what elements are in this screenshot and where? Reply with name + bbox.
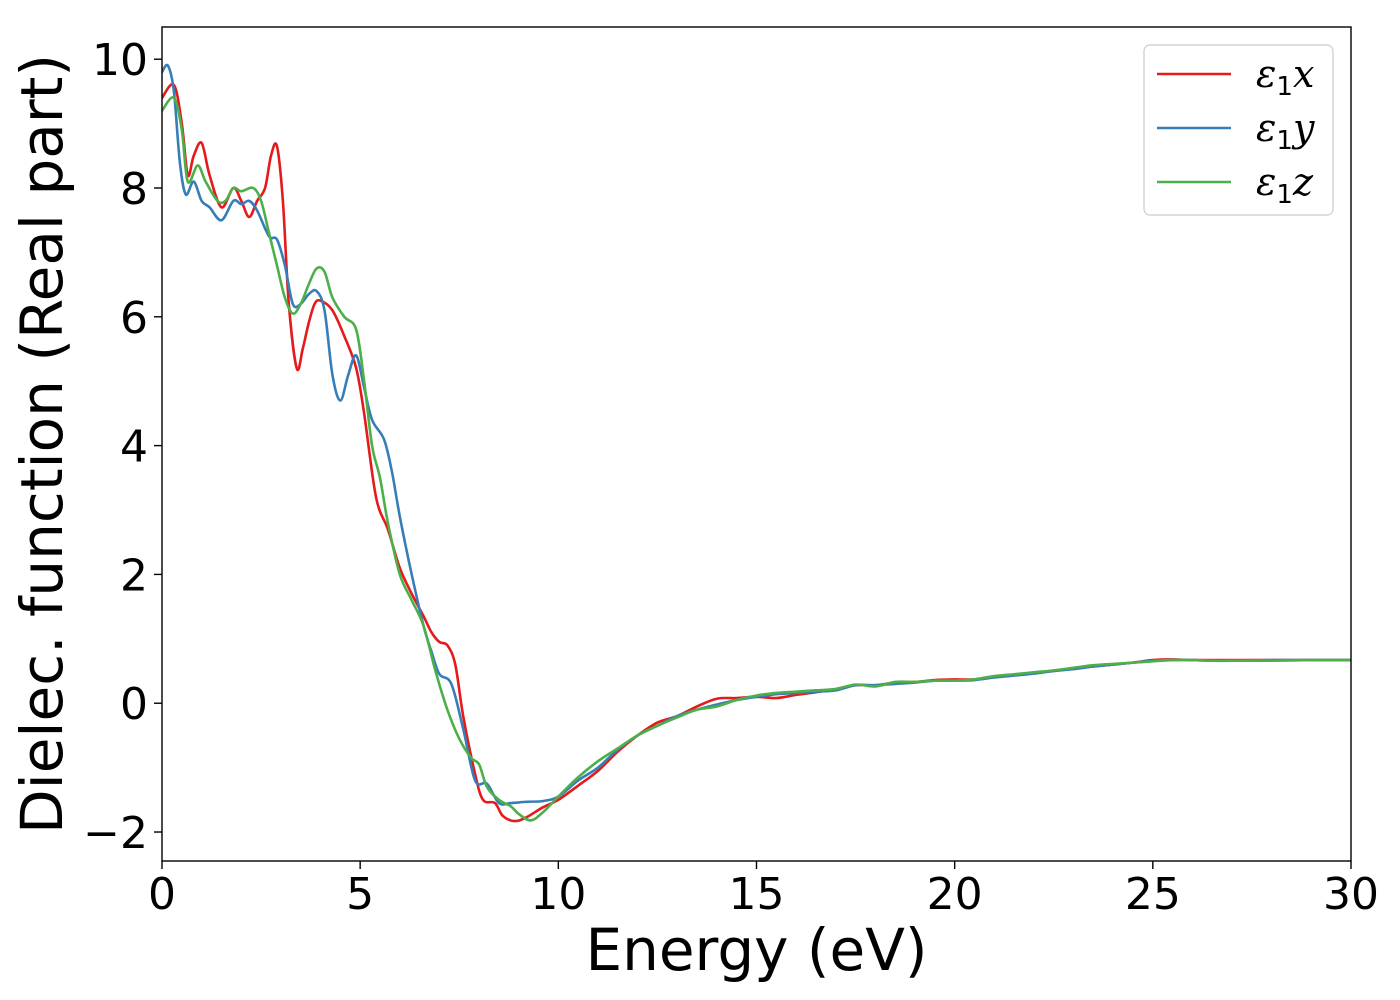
y-tick-label: 8 <box>120 164 148 215</box>
x-tick-label: 0 <box>148 869 176 920</box>
y-axis-ticks: −2 0 2 4 6 8 10 <box>83 35 162 859</box>
legend-label-x: ε1x <box>1256 52 1314 102</box>
x-tick-label: 25 <box>1125 869 1181 920</box>
y-tick-label: 2 <box>120 550 148 601</box>
y-tick-label: 0 <box>120 679 148 730</box>
x-tick-label: 5 <box>346 869 374 920</box>
y-tick-label: 4 <box>120 422 148 473</box>
x-axis-title: Energy (eV) <box>585 916 927 984</box>
x-tick-label: 10 <box>530 869 586 920</box>
x-tick-label: 30 <box>1323 869 1379 920</box>
y-tick-label: 6 <box>120 293 148 344</box>
plot-lines <box>162 63 1351 823</box>
legend-label-y: ε1y <box>1256 106 1315 156</box>
y-tick-label: 10 <box>92 35 148 86</box>
legend-box <box>1143 44 1334 216</box>
y-axis-title: Dielec. function (Real part) <box>8 54 76 834</box>
x-tick-label: 20 <box>927 869 983 920</box>
y-tick-label: −2 <box>83 808 148 859</box>
legend-label-z: ε1z <box>1256 160 1314 210</box>
x-tick-label: 15 <box>729 869 785 920</box>
series-line-z <box>162 96 1351 822</box>
x-axis-ticks: 0 5 10 15 20 25 30 <box>148 861 1379 920</box>
